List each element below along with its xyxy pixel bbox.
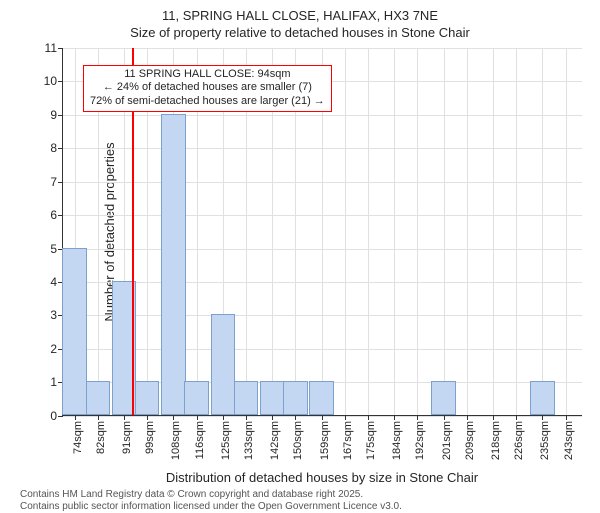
histogram-bar	[234, 381, 258, 414]
ytick-label: 7	[50, 175, 63, 189]
ytick-label: 3	[50, 308, 63, 322]
xtick-label: 201sqm	[441, 421, 453, 460]
gridline-v	[345, 48, 346, 415]
footer-credits: Contains HM Land Registry data © Crown c…	[20, 489, 590, 513]
xtick-mark	[322, 415, 323, 420]
chart-title-2: Size of property relative to detached ho…	[10, 25, 590, 42]
xtick-mark	[566, 415, 567, 420]
xtick-mark	[493, 415, 494, 420]
xtick-label: 74sqm	[72, 421, 84, 454]
xtick-label: 226sqm	[513, 421, 525, 460]
xtick-mark	[147, 415, 148, 420]
ytick-label: 2	[50, 342, 63, 356]
xtick-label: 192sqm	[414, 421, 426, 460]
xtick-label: 99sqm	[144, 421, 156, 454]
annotation-line: 72% of semi-detached houses are larger (…	[90, 95, 325, 109]
histogram-bar	[283, 381, 307, 414]
ytick-label: 1	[50, 375, 63, 389]
ytick-label: 4	[50, 275, 63, 289]
histogram-bar	[431, 381, 455, 414]
xtick-label: 116sqm	[194, 421, 206, 459]
xtick-label: 142sqm	[269, 421, 281, 460]
annotation-line: 11 SPRING HALL CLOSE: 94sqm	[90, 68, 325, 82]
gridline-v	[566, 48, 567, 415]
histogram-bar	[86, 381, 110, 414]
xtick-mark	[368, 415, 369, 420]
xtick-mark	[467, 415, 468, 420]
xtick-mark	[173, 415, 174, 420]
ytick-label: 5	[50, 242, 63, 256]
xtick-label: 235sqm	[539, 421, 551, 460]
xtick-mark	[98, 415, 99, 420]
xtick-mark	[345, 415, 346, 420]
xtick-label: 133sqm	[243, 421, 255, 460]
gridline-v	[417, 48, 418, 415]
xtick-label: 243sqm	[563, 421, 575, 460]
xtick-label: 91sqm	[121, 421, 133, 454]
histogram-bar	[161, 114, 185, 415]
gridline-v	[444, 48, 445, 415]
xtick-mark	[272, 415, 273, 420]
histogram-bar	[309, 381, 333, 414]
xtick-label: 125sqm	[220, 421, 232, 460]
xtick-mark	[394, 415, 395, 420]
xtick-label: 108sqm	[170, 421, 182, 460]
gridline-v	[368, 48, 369, 415]
xtick-mark	[223, 415, 224, 420]
xtick-mark	[197, 415, 198, 420]
histogram-bar	[62, 248, 86, 415]
ytick-label: 10	[44, 74, 63, 88]
footer-line-2: Contains public sector information licen…	[20, 501, 590, 513]
xtick-mark	[75, 415, 76, 420]
histogram-bar	[530, 381, 554, 414]
xtick-mark	[246, 415, 247, 420]
gridline-v	[493, 48, 494, 415]
xtick-label: 159sqm	[319, 421, 331, 460]
annotation-box: 11 SPRING HALL CLOSE: 94sqm← 24% of deta…	[83, 65, 332, 112]
xtick-label: 175sqm	[365, 421, 377, 460]
xtick-label: 184sqm	[391, 421, 403, 460]
histogram-bar	[135, 381, 159, 414]
gridline-v	[542, 48, 543, 415]
xtick-mark	[124, 415, 125, 420]
annotation-line: ← 24% of detached houses are smaller (7)	[90, 81, 325, 95]
xtick-label: 209sqm	[464, 421, 476, 460]
gridline-v	[467, 48, 468, 415]
histogram-bar	[211, 314, 235, 414]
ytick-label: 0	[50, 409, 63, 423]
xtick-mark	[542, 415, 543, 420]
xtick-mark	[295, 415, 296, 420]
xtick-mark	[417, 415, 418, 420]
xtick-label: 82sqm	[95, 421, 107, 454]
x-axis-label: Distribution of detached houses by size …	[62, 470, 582, 485]
histogram-bar	[184, 381, 208, 414]
gridline-v	[516, 48, 517, 415]
ytick-label: 9	[50, 108, 63, 122]
ytick-label: 11	[45, 41, 63, 55]
chart-title-1: 11, SPRING HALL CLOSE, HALIFAX, HX3 7NE	[10, 8, 590, 25]
xtick-mark	[444, 415, 445, 420]
histogram-bar	[260, 381, 284, 414]
chart-container: 11, SPRING HALL CLOSE, HALIFAX, HX3 7NE …	[0, 0, 600, 500]
xtick-mark	[516, 415, 517, 420]
ytick-label: 6	[50, 208, 63, 222]
gridline-v	[394, 48, 395, 415]
plot-area: Number of detached properties 0123456789…	[62, 48, 582, 416]
footer-line-1: Contains HM Land Registry data © Crown c…	[20, 489, 590, 501]
xtick-label: 150sqm	[292, 421, 304, 460]
ytick-label: 8	[50, 141, 63, 155]
xtick-label: 167sqm	[342, 421, 354, 460]
xtick-label: 218sqm	[490, 421, 502, 460]
